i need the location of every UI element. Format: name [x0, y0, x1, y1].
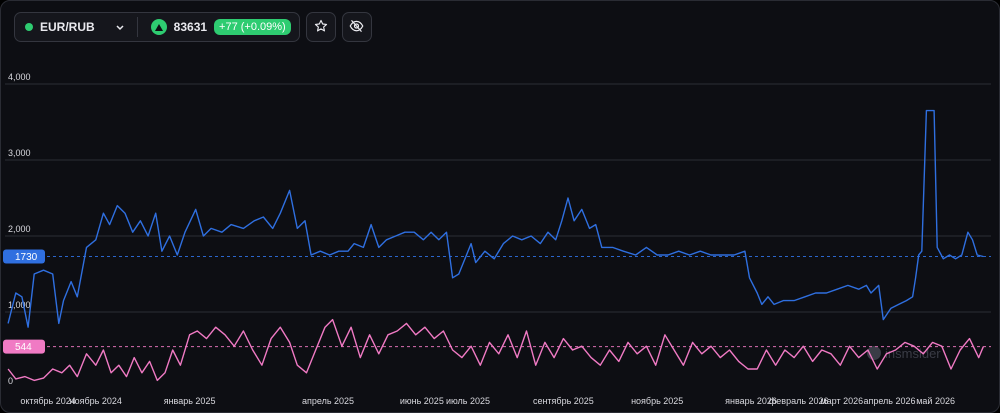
series-line-1	[7, 109, 984, 328]
y-tick-label: 3,000	[8, 148, 31, 158]
last-value-tag	[3, 249, 45, 264]
symbol-selector[interactable]: EUR/RUB 83631 +77 (+0.09%)	[14, 12, 300, 42]
x-tick-label: ноябрь 2025	[631, 396, 683, 406]
star-icon	[314, 19, 328, 36]
arrow-up-icon	[150, 19, 167, 35]
last-value-tag	[3, 339, 45, 354]
y-tick-label: 4,000	[8, 72, 31, 82]
x-tick-label: апрель 2026	[863, 396, 915, 406]
status-dot	[25, 23, 33, 31]
last-value-label: 544	[15, 342, 32, 353]
x-tick-label: ноябрь 2024	[70, 396, 122, 406]
y-tick-label: 1,000	[8, 300, 31, 310]
price-value: 83631	[173, 20, 208, 34]
x-tick-label: октябрь 2024	[20, 396, 75, 406]
chart-toolbar: EUR/RUB 83631 +77 (+0.09%)	[14, 12, 372, 42]
x-tick-label: июль 2025	[446, 396, 490, 406]
x-tick-label: январь 2026	[725, 396, 777, 406]
eye-off-icon	[349, 19, 364, 36]
x-tick-label: май 2026	[916, 396, 955, 406]
x-tick-label: январь 2025	[164, 396, 216, 406]
y-tick-label: 0	[8, 376, 13, 386]
y-tick-label: 2,000	[8, 224, 31, 234]
hide-button[interactable]	[341, 12, 372, 42]
watermark-text: insmsider	[885, 346, 941, 361]
favorite-button[interactable]	[305, 12, 336, 42]
symbol-label: EUR/RUB	[40, 20, 95, 34]
x-tick-label: апрель 2025	[302, 396, 354, 406]
x-tick-label: март 2026	[820, 396, 863, 406]
price-change-badge: +77 (+0.09%)	[214, 19, 291, 35]
chevron-down-icon[interactable]	[116, 20, 124, 34]
series-line-2	[7, 318, 984, 382]
x-tick-label: июнь 2025	[400, 396, 444, 406]
last-value-label: 1730	[15, 252, 38, 263]
toolbar-divider	[136, 17, 138, 37]
x-tick-label: сентябрь 2025	[533, 396, 594, 406]
x-tick-label: февраль 2026	[769, 396, 829, 406]
